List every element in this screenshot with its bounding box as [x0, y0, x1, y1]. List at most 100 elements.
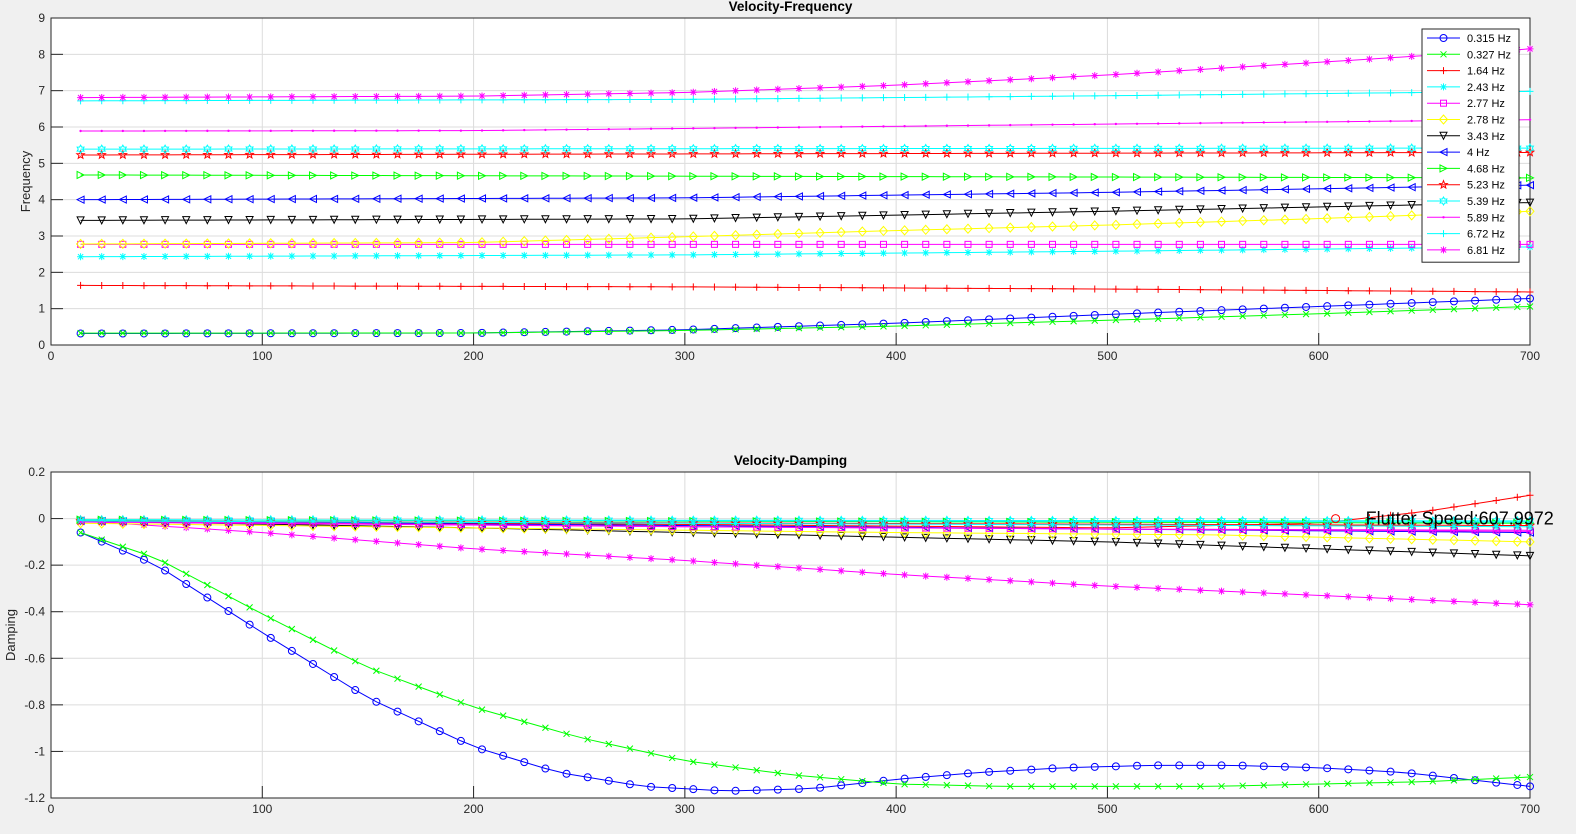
data-point: [753, 766, 761, 774]
data-point: [816, 84, 824, 92]
data-point: [984, 189, 994, 199]
legend-box: [1421, 28, 1520, 263]
data-point: [1344, 780, 1352, 787]
data-point: [816, 284, 824, 292]
data-point: [435, 215, 445, 225]
data-point: [1513, 294, 1522, 303]
data-point: [880, 779, 887, 787]
data-point: [1048, 240, 1056, 248]
data-point: [1091, 783, 1099, 790]
data-point: [1429, 506, 1437, 514]
data-point: [1196, 240, 1204, 248]
data-point: [1239, 246, 1247, 254]
data-point: [480, 129, 484, 132]
data-point: [98, 253, 106, 261]
data-point: [1070, 240, 1078, 248]
data-point: [394, 282, 402, 290]
data-point: [1091, 581, 1099, 589]
data-point: [246, 282, 254, 290]
data-point: [1471, 305, 1479, 312]
data-point: [267, 282, 275, 290]
data-point: [689, 785, 698, 794]
data-point: [396, 129, 399, 132]
data-point: [730, 192, 740, 202]
data-point: [1133, 517, 1141, 525]
y-tick-label: 4: [38, 193, 45, 207]
data-point: [244, 194, 254, 204]
data-point: [223, 149, 234, 160]
data-point: [541, 143, 550, 154]
data-point: [1365, 300, 1374, 309]
data-point: [901, 571, 909, 579]
data-point: [924, 124, 927, 128]
data-point: [1048, 208, 1057, 217]
data-point: [647, 251, 655, 259]
data-point: [689, 171, 698, 181]
data-point: [1386, 299, 1395, 308]
data-point: [1389, 529, 1392, 532]
data-point: [1156, 122, 1160, 125]
y-axis-label: Damping: [3, 609, 18, 661]
data-point: [224, 252, 232, 260]
data-point: [1344, 240, 1352, 248]
data-point: [100, 129, 103, 133]
y-tick-label: 3: [38, 229, 45, 243]
data-point: [603, 148, 614, 159]
legend-label: 4.68 Hz: [1467, 163, 1505, 175]
data-point: [223, 194, 233, 204]
data-point: [288, 252, 296, 260]
data-point: [245, 620, 254, 629]
data-point: [670, 525, 674, 528]
data-point: [1260, 240, 1268, 248]
data-point: [1156, 528, 1160, 531]
data-point: [1302, 173, 1311, 182]
data-point: [1301, 213, 1311, 225]
data-point: [963, 534, 973, 544]
data-point: [1239, 522, 1247, 530]
legend-marker: [1440, 83, 1447, 91]
data-point: [1325, 120, 1329, 124]
data-point: [964, 93, 972, 101]
data-point: [1218, 521, 1226, 529]
data-point: [797, 126, 801, 129]
data-point: [1154, 517, 1162, 525]
data-point: [1175, 240, 1183, 248]
data-point: [1133, 583, 1141, 591]
data-point: [858, 532, 867, 542]
data-point: [710, 517, 718, 525]
series-line: [80, 147, 1531, 150]
data-point: [1280, 173, 1290, 182]
legend-label: 3.43 Hz: [1467, 131, 1505, 143]
data-point: [332, 522, 336, 526]
data-point: [1239, 312, 1247, 320]
data-point: [1365, 201, 1374, 211]
data-point: [1197, 314, 1204, 321]
data-point: [922, 781, 930, 789]
data-point: [287, 215, 297, 225]
data-point: [372, 697, 381, 706]
data-point: [1513, 518, 1521, 526]
data-point: [267, 329, 275, 337]
data-point: [646, 193, 656, 203]
data-point: [1175, 521, 1183, 529]
data-point: [1387, 518, 1395, 526]
data-point: [1048, 536, 1057, 546]
x-tick-label: 200: [464, 349, 484, 363]
data-point: [1526, 518, 1534, 526]
data-point: [773, 213, 783, 222]
data-point: [984, 222, 994, 234]
data-point: [899, 190, 909, 200]
data-point: [1026, 147, 1037, 158]
data-point: [181, 195, 191, 204]
data-point: [139, 216, 149, 225]
data-point: [879, 532, 888, 542]
data-point: [1217, 306, 1226, 315]
data-point: [1070, 580, 1078, 588]
data-point: [1027, 578, 1035, 586]
data-point: [77, 94, 85, 102]
y-tick-label: 1: [38, 302, 45, 316]
data-point: [1030, 123, 1033, 127]
data-point: [921, 224, 931, 236]
data-point: [139, 195, 148, 204]
data-point: [1280, 143, 1290, 154]
